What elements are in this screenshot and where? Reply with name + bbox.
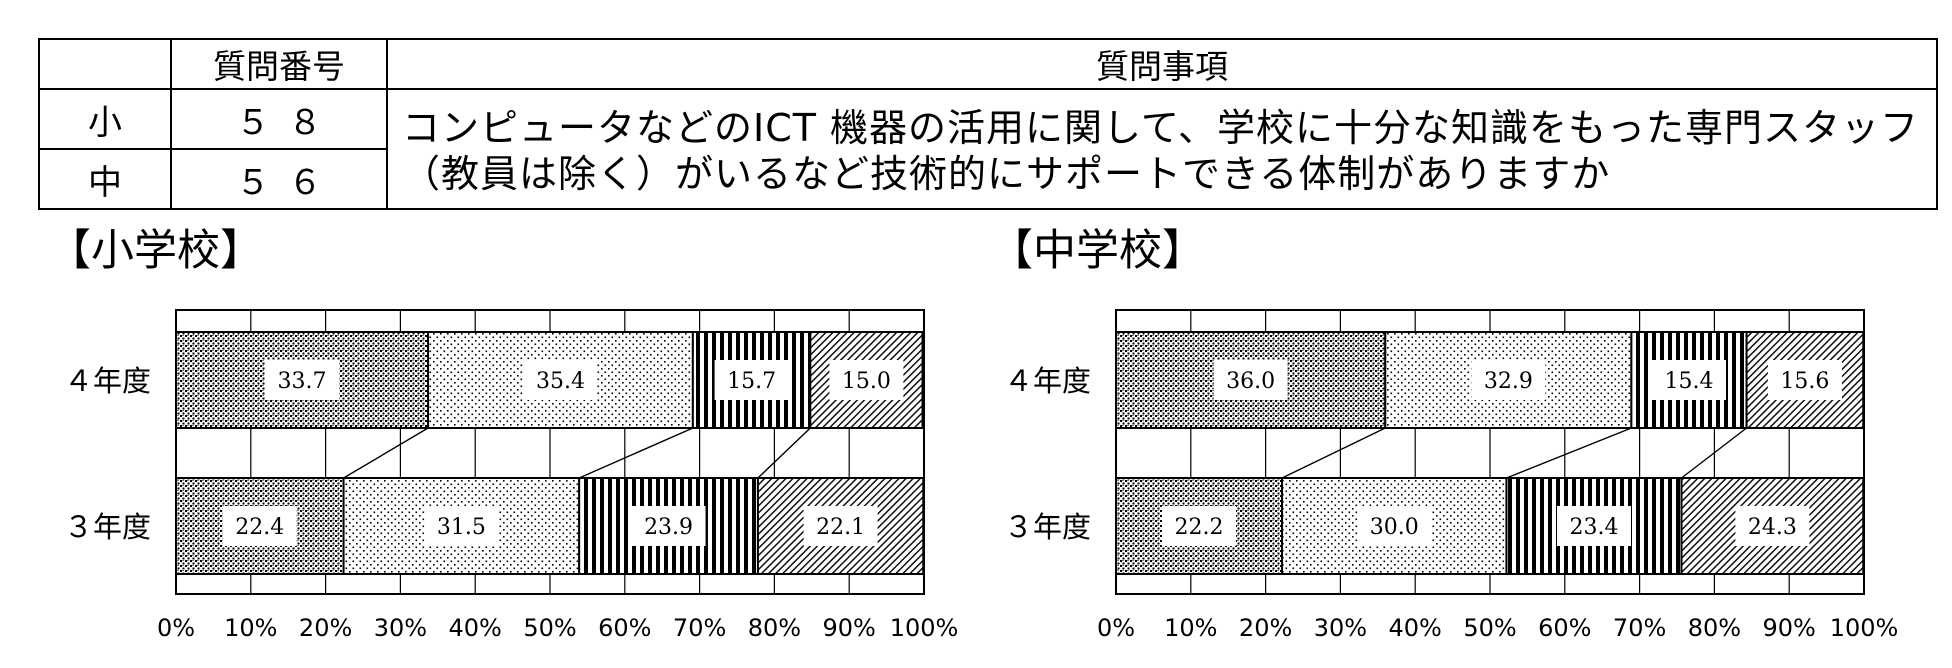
chart-title-elementary: 【小学校】 xyxy=(48,226,263,276)
x-tick-label: 0% xyxy=(1097,614,1135,642)
question-number-junior-high: ５６ xyxy=(170,148,388,210)
category-label: ４年度 xyxy=(1004,364,1091,398)
data-label: 15.6 xyxy=(1780,369,1829,394)
x-tick-label: 80% xyxy=(1688,614,1741,642)
data-label: 31.5 xyxy=(437,515,486,540)
data-label: 23.9 xyxy=(644,515,693,540)
x-tick-label: 80% xyxy=(748,614,801,642)
x-tick-label: 60% xyxy=(1538,614,1591,642)
data-label-box xyxy=(1556,506,1631,546)
data-label: 30.0 xyxy=(1370,515,1419,540)
data-label: 15.0 xyxy=(842,369,891,394)
chart-title-junior-high: 【中学校】 xyxy=(990,226,1205,276)
series-connector-line xyxy=(1681,427,1747,479)
series-connector-line xyxy=(343,427,429,479)
data-label: 33.7 xyxy=(278,369,327,394)
data-label-box xyxy=(222,506,297,546)
header-blank xyxy=(38,38,172,90)
x-tick-label: 0% xyxy=(157,614,195,642)
x-tick-label: 40% xyxy=(449,614,502,642)
series-connector-line xyxy=(1506,427,1632,479)
data-label-box xyxy=(829,360,904,400)
data-label-box xyxy=(1735,506,1810,546)
data-label: 32.9 xyxy=(1484,369,1533,394)
x-tick-label: 10% xyxy=(224,614,277,642)
chart-junior-high: 36.0 32.9 15.4 15.6 22.2 30.0 23.4 24.3 ４年度 ３年度 0%… xyxy=(980,290,1920,660)
category-label: ３年度 xyxy=(64,510,151,544)
data-label: 15.7 xyxy=(727,369,776,394)
data-label-box xyxy=(1213,360,1288,400)
bar-segment-series-1 xyxy=(1115,477,1284,575)
data-label: 15.4 xyxy=(1664,369,1713,394)
chart-elementary: 33.7 35.4 15.7 15.0 22.4 31.5 23.9 22.1 ４年度 ３年度 0%… xyxy=(40,290,980,660)
bar-segment-series-2 xyxy=(342,477,581,575)
data-label-box xyxy=(1357,506,1432,546)
x-tick-label: 20% xyxy=(299,614,352,642)
data-label: 35.4 xyxy=(536,369,585,394)
data-label-box xyxy=(523,360,598,400)
x-tick-label: 100% xyxy=(890,614,959,642)
x-tick-label: 10% xyxy=(1164,614,1217,642)
category-label: ３年度 xyxy=(1004,510,1091,544)
row-label-junior-high: 中 xyxy=(38,148,172,210)
x-tick-label: 20% xyxy=(1239,614,1292,642)
data-label-box xyxy=(1471,360,1546,400)
data-label-box xyxy=(424,506,499,546)
chart-svg: 33.7 35.4 15.7 15.0 22.4 31.5 23.9 22.1 ４年度 ３年度 0%… xyxy=(64,309,959,642)
row-label-elementary: 小 xyxy=(38,88,172,150)
data-label: 23.4 xyxy=(1569,515,1618,540)
header-question-number: 質問番号 xyxy=(170,38,388,90)
x-tick-label: 50% xyxy=(523,614,576,642)
data-label: 36.0 xyxy=(1226,369,1275,394)
x-tick-label: 60% xyxy=(598,614,651,642)
data-label: 22.2 xyxy=(1175,515,1224,540)
x-tick-label: 90% xyxy=(823,614,876,642)
data-label-box xyxy=(265,360,340,400)
x-tick-label: 50% xyxy=(1463,614,1516,642)
x-tick-label: 40% xyxy=(1389,614,1442,642)
question-text: コンピュータなどのICT 機器の活用に関して、学校に十分な知識をもった専門スタッ… xyxy=(386,88,1938,210)
data-label-box xyxy=(714,360,789,400)
x-tick-label: 30% xyxy=(1314,614,1367,642)
data-label: 24.3 xyxy=(1748,515,1797,540)
series-connector-line xyxy=(578,427,694,479)
x-tick-label: 100% xyxy=(1830,614,1899,642)
data-label-box xyxy=(631,506,706,546)
question-number-elementary: ５８ xyxy=(170,88,388,150)
x-tick-label: 30% xyxy=(374,614,427,642)
data-label-box xyxy=(1162,506,1237,546)
data-label-box xyxy=(803,506,878,546)
series-connector-line xyxy=(757,427,811,479)
data-label: 22.1 xyxy=(816,515,865,540)
x-tick-label: 70% xyxy=(673,614,726,642)
data-label-box xyxy=(1767,360,1842,400)
category-label: ４年度 xyxy=(64,364,151,398)
header-question-item: 質問事項 xyxy=(386,38,1938,90)
chart-svg: 36.0 32.9 15.4 15.6 22.2 30.0 23.4 24.3 ４年度 ３年度 0%… xyxy=(1004,309,1899,642)
series-connector-line xyxy=(1281,427,1386,479)
x-tick-label: 70% xyxy=(1613,614,1666,642)
data-label: 22.4 xyxy=(235,515,284,540)
x-tick-label: 90% xyxy=(1763,614,1816,642)
bar-segment-series-1 xyxy=(175,477,345,575)
data-label-box xyxy=(1651,360,1726,400)
question-table: 質問番号 質問事項 小 ５８ コンピュータなどのICT 機器の活用に関して、学校… xyxy=(38,38,1938,210)
